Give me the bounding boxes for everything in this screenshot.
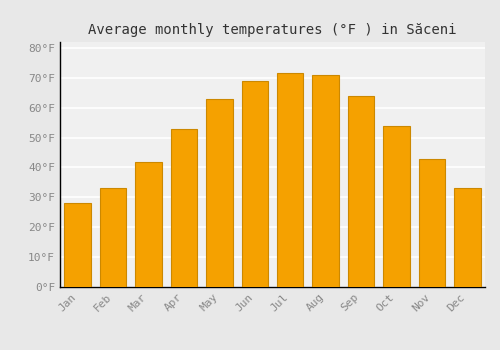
Bar (454, 188, 480, 287)
Bar (136, 161, 162, 287)
Bar (206, 99, 233, 287)
Bar (242, 81, 268, 287)
Bar (383, 126, 409, 287)
Bar (418, 159, 445, 287)
Bar (312, 75, 339, 287)
Bar (100, 188, 126, 287)
Bar (64, 203, 91, 287)
Bar (277, 74, 303, 287)
Bar (348, 96, 374, 287)
Title: Average monthly temperatures (°F ) in Săceni: Average monthly temperatures (°F ) in Să… (88, 23, 457, 37)
Bar (170, 129, 197, 287)
